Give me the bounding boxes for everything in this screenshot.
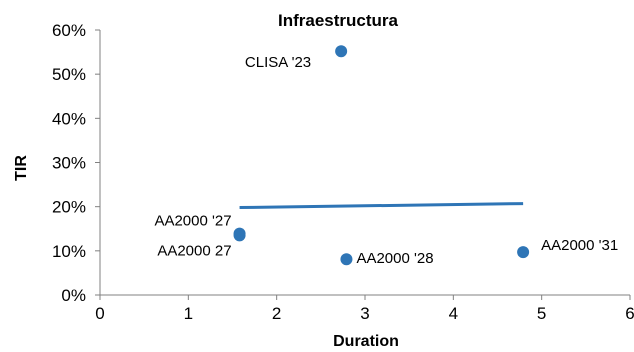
x-tick-label: 6 xyxy=(625,304,634,323)
data-point xyxy=(335,45,348,58)
data-point xyxy=(233,229,246,242)
data-point xyxy=(517,246,530,259)
y-tick-label: 40% xyxy=(52,109,86,128)
x-tick-label: 5 xyxy=(537,304,546,323)
data-label: AA2000 '28 xyxy=(356,250,433,267)
y-axis-title: TIR xyxy=(13,155,30,181)
x-tick-label: 0 xyxy=(95,304,104,323)
axes xyxy=(95,29,631,300)
x-tick-label: 1 xyxy=(184,304,193,323)
y-tick-label: 10% xyxy=(52,242,86,261)
y-tick-label: 20% xyxy=(52,198,86,217)
y-tick-label: 60% xyxy=(52,21,86,40)
y-tick-label: 0% xyxy=(61,286,86,305)
y-tick-label: 50% xyxy=(52,65,86,84)
x-tick-label: 2 xyxy=(272,304,281,323)
x-tick-labels: 0 1 2 3 4 5 6 xyxy=(95,304,634,323)
data-label: AA2000 '31 xyxy=(541,237,618,254)
data-labels: CLISA '23 AA2000 '27 AA2000 27 AA2000 '28 AA… xyxy=(154,54,618,267)
x-tick-label: 4 xyxy=(449,304,458,323)
data-label: AA2000 27 xyxy=(157,242,231,259)
y-tick-labels: 0% 10% 20% 30% 40% 50% 60% xyxy=(52,21,86,305)
data-points xyxy=(233,45,530,266)
data-label: AA2000 '27 xyxy=(154,213,231,230)
x-tick-label: 3 xyxy=(360,304,369,323)
data-point xyxy=(340,253,353,266)
data-label: CLISA '23 xyxy=(245,54,311,71)
chart-title: Infraestructura xyxy=(278,11,399,30)
trendline xyxy=(239,202,524,210)
x-axis-title: Duration xyxy=(333,333,399,350)
y-tick-label: 30% xyxy=(52,154,86,173)
